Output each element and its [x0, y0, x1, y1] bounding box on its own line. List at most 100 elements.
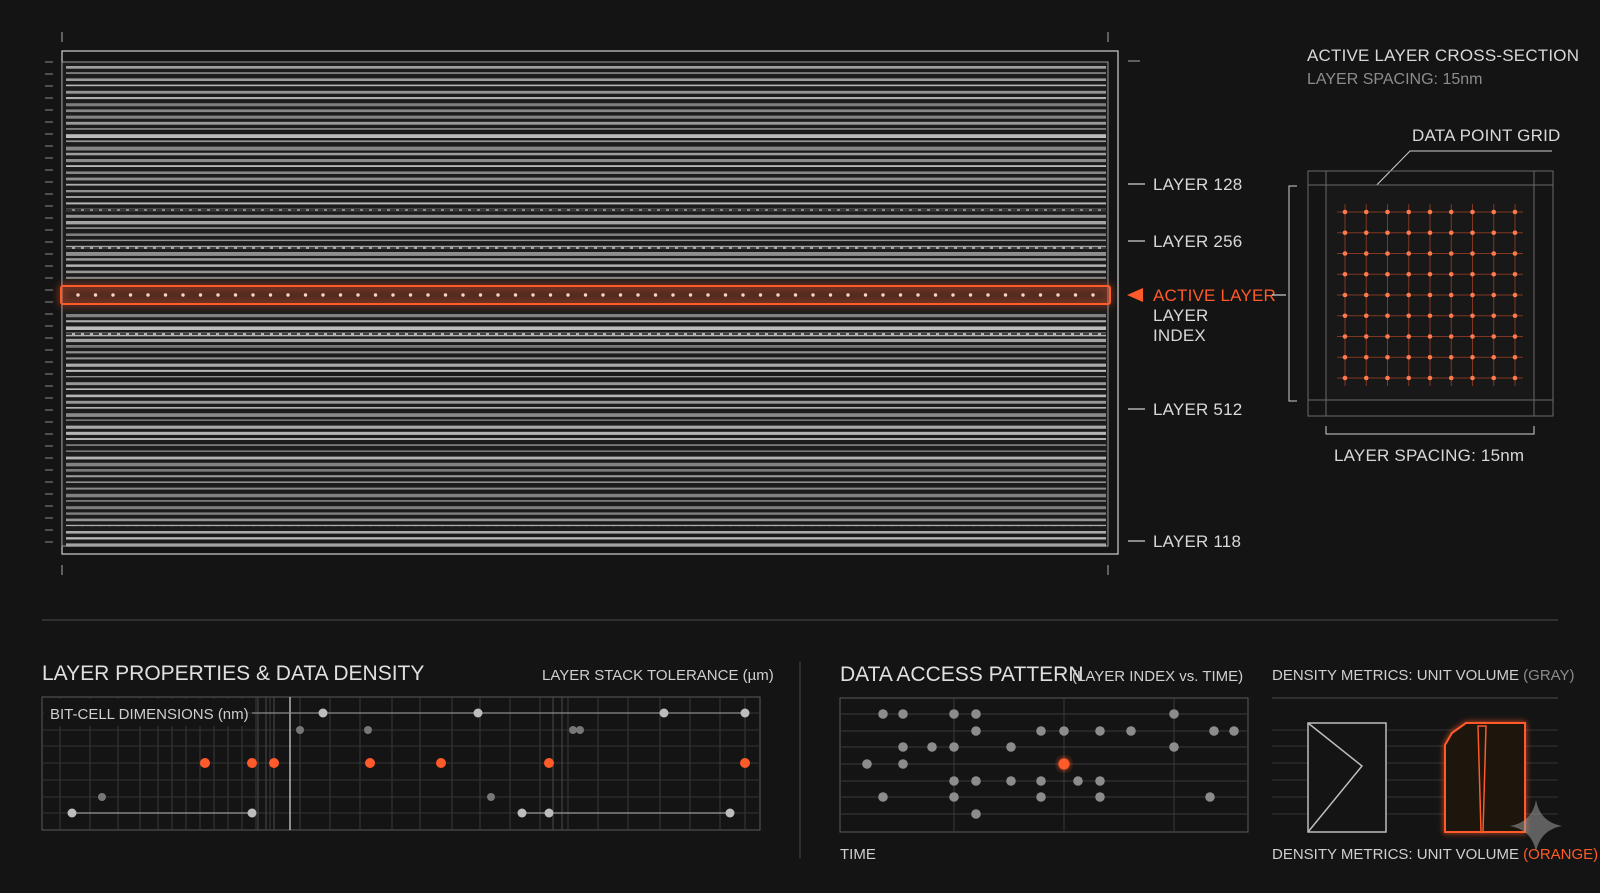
stack-layer-line [66, 208, 1106, 212]
active-layer-dot [146, 293, 150, 297]
trace-low-point [487, 793, 495, 801]
stack-layer-line [66, 183, 1106, 186]
stack-layer-line [66, 314, 1106, 318]
grid-data-point [1406, 375, 1412, 381]
active-layer-dot [181, 293, 185, 297]
orange-trace-point [436, 758, 446, 768]
access-point [898, 742, 908, 752]
stack-layer-line [66, 382, 1106, 386]
active-layer-dot [741, 293, 745, 297]
stack-layer-line [66, 425, 1106, 429]
stack-layer-line [66, 537, 1106, 540]
grid-data-point [1448, 354, 1454, 360]
stack-layer-line [66, 369, 1106, 372]
grid-data-point [1448, 251, 1454, 256]
layer-index-label-line2: INDEX [1153, 326, 1206, 345]
stack-layer-line [66, 431, 1106, 435]
trace-bottom-point [725, 808, 735, 818]
layer-label-128: LAYER 128 [1153, 175, 1242, 194]
stack-layer-line [66, 152, 1106, 156]
stack-layer-line [66, 252, 1106, 256]
stack-layer-line [66, 146, 1106, 151]
grid-data-point [1512, 271, 1518, 277]
trace-mid-point [576, 726, 584, 734]
active-layer-dot [951, 293, 955, 297]
stack-layer-line [66, 190, 1106, 193]
grid-data-point [1363, 313, 1369, 319]
access-point [1095, 792, 1105, 802]
stack-layer-line [66, 326, 1106, 330]
access-dots [862, 709, 1239, 819]
active-layer-dot [321, 293, 325, 297]
stack-layer-line [66, 376, 1106, 378]
stack-layer-line [66, 78, 1106, 81]
access-point [1229, 726, 1239, 736]
active-layer-dot [811, 293, 815, 297]
grid-data-point [1470, 292, 1475, 298]
grid-data-point [1406, 230, 1412, 236]
access-point [949, 742, 959, 752]
access-point [949, 709, 959, 719]
trace-top-point [318, 708, 328, 718]
grid-data-point [1342, 375, 1348, 381]
access-point [1006, 776, 1016, 786]
gray-unit-diagonal [1307, 722, 1364, 833]
stack-layer-line [66, 103, 1106, 107]
orange-trace-point [544, 758, 554, 768]
active-layer-dot [356, 293, 360, 297]
active-layer-label: ACTIVE LAYER [1153, 286, 1276, 305]
access-point [1126, 726, 1136, 736]
access-point [971, 726, 981, 736]
trace-bottom-point [67, 808, 77, 818]
grid-data-point [1427, 292, 1433, 298]
access-point [971, 776, 981, 786]
active-layer-dot [583, 293, 588, 297]
stack-layer-line [66, 419, 1106, 421]
grid-data-point [1491, 375, 1497, 381]
stack-layer-line [66, 512, 1106, 515]
active-layer-dot [303, 293, 308, 297]
density-orange-label: DENSITY METRICS: UNIT VOLUME (ORANGE) [1272, 846, 1598, 863]
grid-data-point [1385, 230, 1390, 236]
grid-data-point [1448, 292, 1454, 298]
grid-data-point [1406, 271, 1412, 277]
access-point [949, 792, 959, 802]
active-layer-dot [1038, 293, 1043, 297]
active-layer-dot [93, 293, 98, 297]
active-layer-dot [776, 293, 780, 297]
grid-data-point [1512, 251, 1518, 256]
grid-data-point [1470, 354, 1475, 360]
active-layer-dot [723, 293, 728, 297]
active-layer-dot [76, 293, 80, 297]
active-layer-dot [706, 293, 710, 297]
grid-data-point [1491, 271, 1497, 277]
stack-layer-line [66, 171, 1106, 174]
active-layer-dot [408, 293, 413, 297]
grid-data-point [1448, 209, 1454, 215]
grid-data-point [1427, 209, 1433, 215]
active-layer-dot [1091, 293, 1095, 297]
grid-data-point [1491, 292, 1497, 298]
grid-data-point [1427, 354, 1433, 360]
layer-spacing-label: LAYER SPACING: 15nm [1334, 446, 1524, 465]
height-bracket [1288, 185, 1297, 402]
stack-layer-line [66, 245, 1106, 249]
active-layer-dot [793, 293, 798, 297]
active-layer-dot [881, 293, 885, 297]
grid-data-point [1385, 313, 1390, 319]
stack-layer-line [66, 202, 1106, 205]
stack-layer-line [66, 128, 1106, 130]
active-layer-dot [758, 293, 763, 297]
active-layer-dot [513, 293, 518, 297]
stack-layer-line [66, 413, 1106, 417]
active-layer-dot [933, 293, 938, 297]
left-scale-ticks [45, 61, 53, 543]
grid-data-point [1491, 209, 1497, 215]
grid-data-point [1342, 354, 1348, 360]
layer-label-256: LAYER 256 [1153, 232, 1242, 251]
stack-layer-line [66, 518, 1106, 522]
grid-data-point [1406, 209, 1412, 215]
stack-layer-line [66, 400, 1106, 404]
grid-data-point [1385, 375, 1390, 381]
grid-data-point [1363, 292, 1369, 298]
